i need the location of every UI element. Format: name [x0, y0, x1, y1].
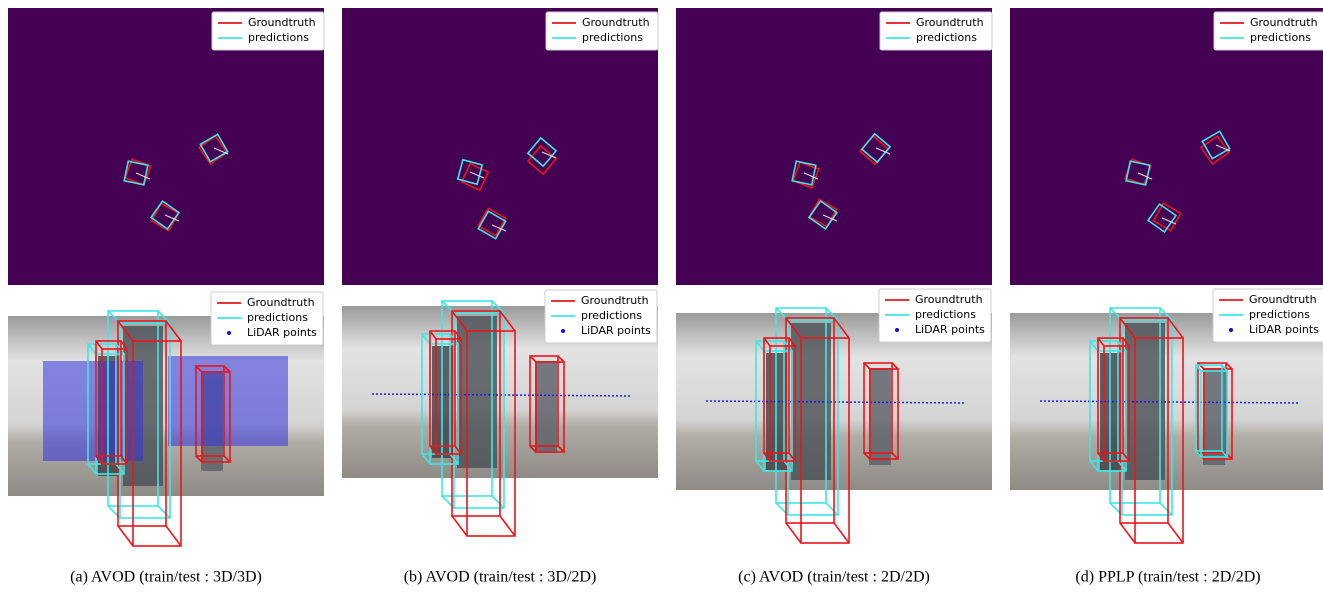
legend-label: LiDAR points: [247, 326, 317, 339]
legend-dot: [895, 328, 899, 332]
figure: Groundtruth predictions Groundtruth predict…: [0, 0, 1323, 595]
caption: (a) AVOD (train/test : 3D/3D): [70, 569, 262, 586]
lidar-points: [43, 361, 143, 461]
person: [535, 361, 557, 453]
panel: Groundtruth predictions Groundtruth predict…: [8, 8, 324, 586]
caption: (d) PPLP (train/test : 2D/2D): [1075, 569, 1260, 586]
box-edge: [834, 523, 849, 543]
legend-label: Groundtruth: [1249, 293, 1317, 306]
panel: Groundtruth predictions Groundtruth predict…: [676, 8, 992, 586]
legend-label: LiDAR points: [915, 323, 985, 336]
legend-label: predictions: [1250, 31, 1311, 44]
legend-label: predictions: [581, 309, 642, 322]
box-edge: [166, 526, 181, 546]
legend-label: Groundtruth: [916, 16, 984, 29]
person: [869, 368, 891, 465]
legend-label: predictions: [582, 31, 643, 44]
box-edge: [500, 516, 515, 536]
box-edge: [158, 506, 170, 518]
legend-label: predictions: [247, 311, 308, 324]
legend-label: Groundtruth: [247, 296, 315, 309]
box-edge: [452, 516, 467, 536]
legend-label: LiDAR points: [581, 324, 651, 337]
legend-label: predictions: [915, 308, 976, 321]
box-edge: [118, 526, 133, 546]
panel: Groundtruth predictions Groundtruth predict…: [1010, 8, 1323, 586]
legend-label: Groundtruth: [248, 16, 316, 29]
panel: Groundtruth predictions Groundtruth predict…: [342, 8, 658, 586]
box-edge: [826, 503, 838, 515]
legend-dot: [561, 329, 565, 333]
box-edge: [492, 496, 504, 508]
legend-label: Groundtruth: [1250, 16, 1318, 29]
box-edge: [1160, 503, 1172, 515]
legend-label: predictions: [1249, 308, 1310, 321]
legend-dot: [1229, 328, 1233, 332]
box-edge: [1120, 523, 1135, 543]
caption: (c) AVOD (train/test : 2D/2D): [738, 569, 930, 586]
legend-dot: [227, 331, 231, 335]
box-edge: [786, 523, 801, 543]
legend-label: Groundtruth: [582, 16, 650, 29]
legend-label: predictions: [916, 31, 977, 44]
legend-label: predictions: [248, 31, 309, 44]
legend-label: Groundtruth: [581, 294, 649, 307]
legend-label: LiDAR points: [1249, 323, 1319, 336]
legend-label: Groundtruth: [915, 293, 983, 306]
box-edge: [1168, 523, 1183, 543]
caption: (b) AVOD (train/test : 3D/2D): [404, 569, 597, 586]
person: [457, 316, 497, 468]
